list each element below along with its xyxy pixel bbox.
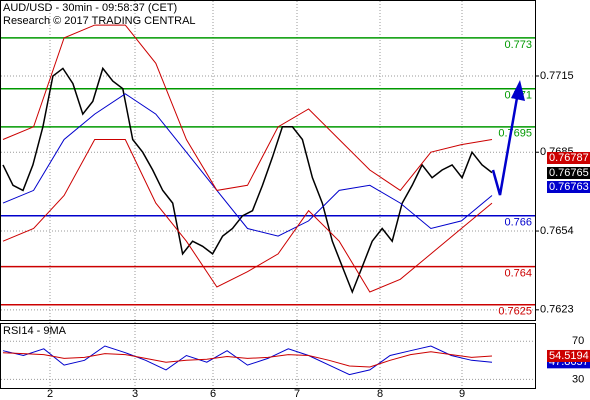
x-tick-label: 3 <box>132 388 138 400</box>
x-tick-label: 6 <box>210 388 216 400</box>
price-tag <box>547 167 590 179</box>
rsi-title: RSI14 - 9MA <box>3 325 67 337</box>
series-upper <box>2 24 493 192</box>
level-label: 0.7625 <box>498 306 532 318</box>
price-tag-label: 0.76765 <box>549 167 589 179</box>
x-tick-label: 2 <box>47 388 53 400</box>
chart-subtitle: Research © 2017 TRADING CENTRAL <box>3 15 196 27</box>
x-tick-label: 7 <box>294 388 300 400</box>
rsi-tag-label: 54.5194 <box>549 350 589 362</box>
rsi-tick-label: 70 <box>572 335 584 347</box>
y-tick-label: 0.7623 <box>540 304 574 316</box>
level-label: 0.766 <box>504 217 532 229</box>
price-tag <box>547 181 590 193</box>
rsi-tag <box>547 349 590 362</box>
price-tag-label: 0.76763 <box>549 181 589 193</box>
price-tag <box>547 152 590 164</box>
x-tick-label: 8 <box>377 388 383 400</box>
level-label: 0.764 <box>504 268 532 280</box>
series-ma <box>2 93 493 237</box>
rsi-rsi <box>2 345 493 376</box>
level-label: 0.7695 <box>498 128 532 140</box>
arrow-head <box>511 80 525 101</box>
main-frame <box>0 0 536 321</box>
level-label: 0.773 <box>504 39 532 51</box>
chart-title: AUD/USD - 30min - 09:58:37 (CET) <box>3 2 177 14</box>
price-tag-label: 0.76787 <box>549 152 589 164</box>
series-lower <box>2 139 493 293</box>
y-tick-label: 0.7715 <box>540 70 574 82</box>
series-price <box>2 66 493 295</box>
y-tick-label: 0.7654 <box>540 225 574 237</box>
projection-arrow <box>491 91 520 196</box>
rsi-rsi-ma <box>2 351 493 368</box>
rsi-tick-label: 30 <box>572 373 584 385</box>
x-tick-label: 9 <box>459 388 465 400</box>
